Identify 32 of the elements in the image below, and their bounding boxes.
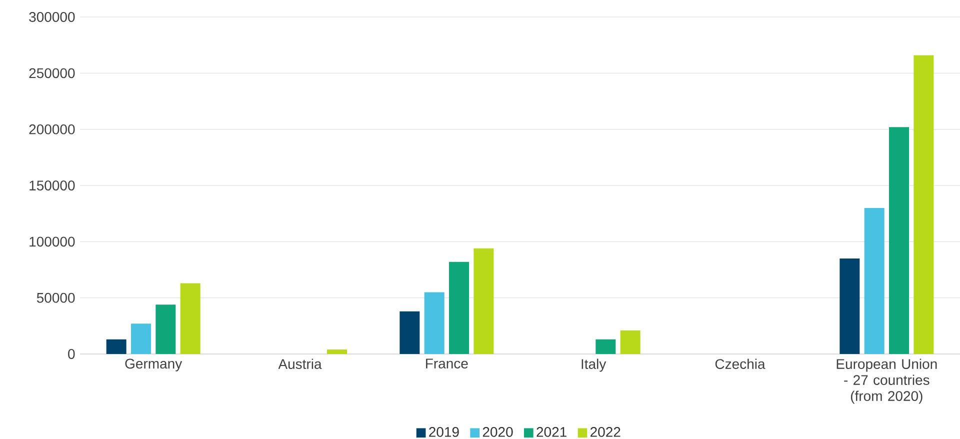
- bar: [864, 208, 884, 354]
- legend-label: 2020: [482, 427, 513, 437]
- legend-label: 2021: [536, 427, 566, 437]
- x-tick-label: European Union - 27 countries (from 2020): [836, 358, 937, 404]
- bar: [449, 262, 469, 354]
- bar: [131, 324, 151, 354]
- bar: [620, 330, 640, 354]
- bar: [400, 311, 420, 354]
- bar: [180, 283, 200, 354]
- y-tick-label: 50000: [36, 292, 75, 303]
- x-tick-label: Italy: [582, 358, 606, 372]
- y-tick-label: 150000: [30, 180, 75, 190]
- bar: [156, 304, 176, 354]
- bar: [889, 127, 910, 354]
- bar: [474, 248, 494, 354]
- x-tick-label: Germany: [125, 358, 182, 372]
- x-tick-label: Austria: [278, 358, 322, 369]
- bar: [840, 258, 860, 354]
- bar: [424, 292, 444, 354]
- legend-label: 2019: [429, 427, 459, 437]
- legend-label: 2022: [590, 427, 620, 437]
- bar: [914, 55, 934, 354]
- y-tick-label: 250000: [29, 68, 75, 78]
- y-tick-label: 0: [68, 349, 75, 359]
- y-tick-label: 300000: [29, 12, 75, 22]
- x-tick-label: France: [426, 358, 468, 368]
- bar: [106, 339, 126, 354]
- x-tick-label: Czechia: [715, 358, 766, 369]
- y-tick-label: 100000: [30, 236, 75, 247]
- bar: [596, 339, 616, 354]
- y-tick-label: 200000: [29, 124, 75, 134]
- bar: [327, 350, 347, 354]
